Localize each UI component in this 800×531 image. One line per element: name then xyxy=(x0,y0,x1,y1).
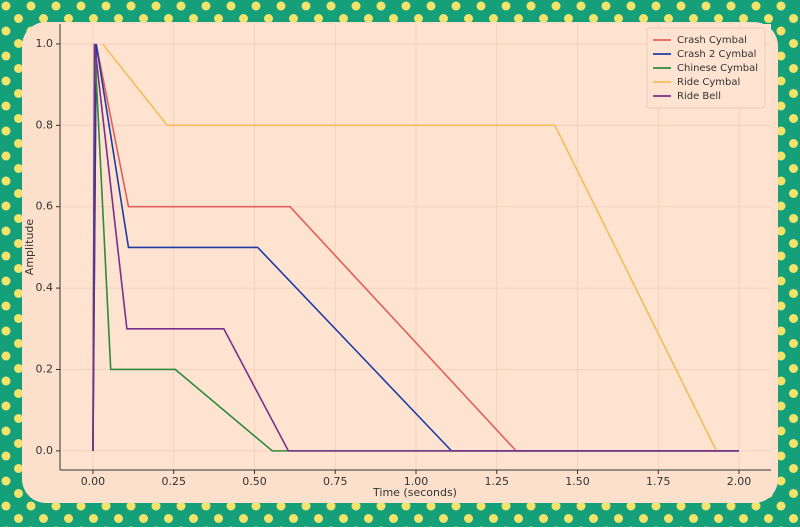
lines xyxy=(92,43,740,452)
y-axis-label: Amplitude xyxy=(23,219,36,276)
x-tick-label: 0.50 xyxy=(242,475,267,488)
legend-label: Ride Bell xyxy=(677,91,721,102)
x-tick-label: 0.25 xyxy=(161,475,186,488)
x-tick-label: 2.00 xyxy=(727,475,752,488)
x-axis-label: Time (seconds) xyxy=(372,486,457,499)
y-tick-label: 0.0 xyxy=(36,444,54,457)
series-line xyxy=(92,43,740,452)
series-line xyxy=(102,43,718,452)
legend-box xyxy=(646,27,766,109)
legend-label: Crash Cymbal xyxy=(677,35,747,46)
x-tick-label: 0.00 xyxy=(81,475,106,488)
legend-label: Ride Cymbal xyxy=(677,77,740,88)
legend-label: Crash 2 Cymbal xyxy=(677,49,756,60)
y-tick-label: 0.6 xyxy=(36,200,54,213)
x-tick-label: 1.50 xyxy=(565,475,590,488)
y-tick-label: 0.2 xyxy=(36,362,54,375)
x-tick-label: 1.00 xyxy=(404,475,429,488)
y-tick-label: 0.8 xyxy=(36,118,54,131)
x-tick-label: 1.25 xyxy=(484,475,509,488)
y-tick-label: 1.0 xyxy=(36,37,54,50)
y-tick-label: 0.4 xyxy=(36,281,54,294)
legend-label: Chinese Cymbal xyxy=(677,63,758,74)
x-tick-label: 1.75 xyxy=(646,475,671,488)
x-tick-label: 0.75 xyxy=(323,475,348,488)
